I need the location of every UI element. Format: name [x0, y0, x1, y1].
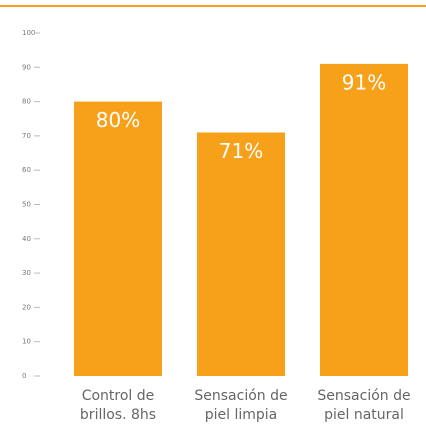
y-tick-label: 10 — [22, 338, 31, 346]
y-tick-label: 100 — [22, 29, 35, 37]
value-label: 91% — [342, 70, 386, 94]
bar — [197, 132, 285, 376]
value-label: 71% — [219, 139, 263, 163]
value-label: 80% — [96, 108, 140, 132]
x-tick-label: brillos. 8hs — [80, 407, 156, 423]
y-tick-label: 70 — [22, 132, 31, 140]
bar — [320, 63, 408, 377]
y-tick-label: 90 — [22, 63, 31, 71]
x-tick-label: piel natural — [324, 407, 404, 423]
y-tick-label: 40 — [22, 235, 31, 243]
y-tick-label: 80 — [22, 98, 31, 106]
x-tick-label: piel limpia — [205, 407, 278, 423]
top-rule — [0, 5, 426, 7]
y-tick-label: 0 — [22, 372, 26, 380]
x-tick-label: Sensación de — [194, 388, 287, 404]
y-tick-label: 60 — [22, 166, 31, 174]
y-tick-label: 50 — [22, 201, 31, 209]
y-tick-label: 20 — [22, 303, 31, 311]
x-tick-label: Control de — [82, 388, 155, 404]
y-tick-label: 30 — [22, 269, 31, 277]
x-tick-label: Sensación de — [317, 388, 410, 404]
bar — [74, 101, 162, 376]
